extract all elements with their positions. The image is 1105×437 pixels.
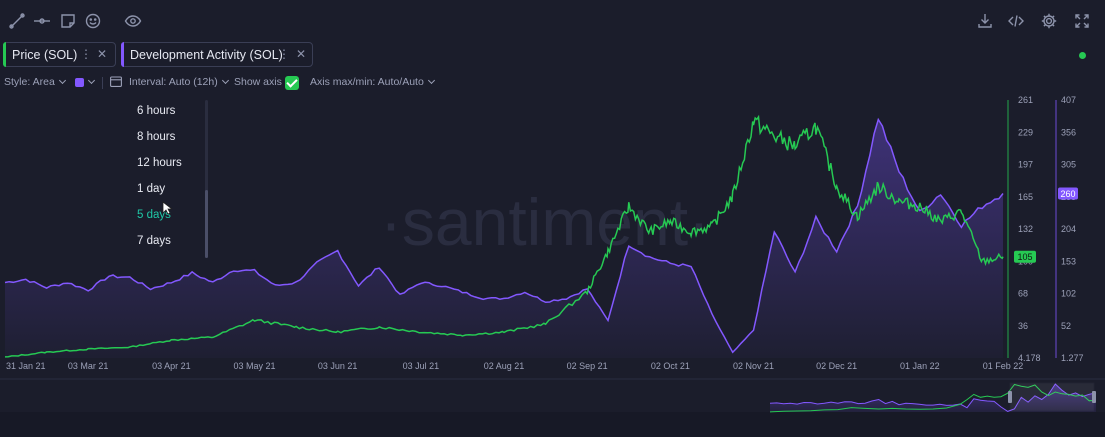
dropdown-scrollbar-track[interactable] bbox=[205, 100, 208, 258]
interval-dropdown: 6 hours 8 hours 12 hours 1 day 5 days 7 … bbox=[126, 98, 210, 260]
x-axis-tick: 02 Sep 21 bbox=[567, 361, 608, 371]
interval-option[interactable]: 6 hours bbox=[137, 105, 176, 117]
metric-tab-label: Development Activity (SOL) bbox=[130, 47, 283, 62]
divider bbox=[102, 77, 103, 89]
x-axis-tick: 03 Apr 21 bbox=[152, 361, 191, 371]
x-axis-tick: 03 Jun 21 bbox=[318, 361, 358, 371]
dev-axis-tick: 356 bbox=[1061, 127, 1076, 137]
download-icon[interactable] bbox=[976, 12, 994, 30]
dev-activity-color-bar bbox=[121, 42, 124, 67]
metric-tab-dev-activity[interactable]: Development Activity (SOL) ⋮ ✕ bbox=[121, 42, 313, 67]
interval-select[interactable]: Interval: Auto (12h) bbox=[129, 76, 229, 88]
dev-axis-tick: 1.277 bbox=[1061, 353, 1084, 363]
navigator-footer bbox=[0, 412, 1105, 437]
x-axis-tick: 03 May 21 bbox=[233, 361, 275, 371]
color-swatch[interactable] bbox=[75, 78, 84, 87]
metric-tab-price[interactable]: Price (SOL) ⋮ ✕ bbox=[3, 42, 116, 67]
toolbar bbox=[0, 0, 1105, 42]
show-axis-checkbox[interactable] bbox=[285, 76, 299, 90]
navigator-handle-right bbox=[1092, 391, 1096, 403]
x-axis-tick: 03 Jul 21 bbox=[403, 361, 440, 371]
price-axis-tick: 197 bbox=[1018, 160, 1033, 170]
navigator-range-window bbox=[1009, 382, 1095, 412]
dev-axis-tick: 102 bbox=[1061, 289, 1076, 299]
navigator-dev-area bbox=[770, 384, 1096, 412]
close-icon[interactable]: ✕ bbox=[296, 47, 307, 61]
note-icon[interactable] bbox=[59, 12, 77, 30]
current-dev-badge bbox=[1058, 187, 1078, 200]
navigator-handle-left bbox=[1008, 391, 1012, 403]
metric-tab-label: Price (SOL) bbox=[12, 47, 78, 62]
dev-axis-tick: 407 bbox=[1061, 95, 1076, 105]
price-axis-tick: 36 bbox=[1018, 321, 1028, 331]
x-axis-tick: 02 Aug 21 bbox=[484, 361, 525, 371]
watermark: ·santiment· bbox=[380, 185, 710, 259]
current-dev-label: 260 bbox=[1060, 189, 1075, 199]
x-axis-tick: 31 Jan 21 bbox=[6, 361, 46, 371]
eye-icon[interactable] bbox=[124, 12, 142, 30]
interval-option[interactable]: 12 hours bbox=[137, 157, 182, 169]
navigator-price-line bbox=[769, 383, 1097, 413]
x-axis-tick: 02 Dec 21 bbox=[816, 361, 857, 371]
price-axis-tick: 229 bbox=[1018, 127, 1033, 137]
navigator-dev-line bbox=[769, 383, 1097, 412]
price-axis-tick: 261 bbox=[1018, 95, 1033, 105]
x-axis-tick: 03 Mar 21 bbox=[68, 361, 109, 371]
horizontal-line-icon[interactable] bbox=[33, 12, 51, 30]
dev-axis-tick: 305 bbox=[1061, 160, 1076, 170]
kebab-menu-icon[interactable]: ⋮ bbox=[80, 47, 92, 61]
emoji-icon[interactable] bbox=[84, 12, 102, 30]
x-axis-tick: 02 Oct 21 bbox=[651, 361, 690, 371]
price-axis-tick: 132 bbox=[1018, 224, 1033, 234]
x-axis-tick: 01 Jan 22 bbox=[900, 361, 940, 371]
x-axis-tick: 01 Feb 22 bbox=[983, 361, 1024, 371]
price-line bbox=[4, 114, 1004, 358]
price-color-bar bbox=[3, 42, 6, 67]
kebab-menu-icon[interactable]: ⋮ bbox=[278, 47, 290, 61]
style-select[interactable]: Style: Area bbox=[4, 76, 66, 88]
dev-axis-tick: 204 bbox=[1061, 224, 1076, 234]
dev-activity-area bbox=[5, 119, 1003, 358]
calendar-icon bbox=[110, 76, 122, 90]
interval-option[interactable]: 7 days bbox=[137, 235, 171, 247]
dropdown-scrollbar-thumb[interactable] bbox=[205, 190, 208, 258]
price-axis-tick: 4.178 bbox=[1018, 353, 1041, 363]
dev-axis-tick: 153 bbox=[1061, 256, 1076, 266]
dev-activity-line bbox=[4, 117, 1004, 354]
line-tool-icon[interactable] bbox=[8, 12, 26, 30]
embed-code-icon[interactable] bbox=[1007, 12, 1025, 30]
dev-axis-tick: 52 bbox=[1061, 321, 1071, 331]
current-price-badge bbox=[1014, 250, 1036, 263]
interval-option-hovered[interactable]: 5 days bbox=[137, 209, 171, 221]
interval-option[interactable]: 1 day bbox=[137, 183, 166, 195]
close-icon[interactable]: ✕ bbox=[97, 47, 108, 61]
fullscreen-icon[interactable] bbox=[1073, 12, 1091, 30]
mouse-pointer-icon bbox=[162, 201, 172, 215]
price-axis-tick: 165 bbox=[1018, 192, 1033, 202]
x-axis-tick: 02 Nov 21 bbox=[733, 361, 774, 371]
show-axis-label: Show axis bbox=[234, 76, 282, 88]
current-price-label: 105 bbox=[1017, 252, 1032, 262]
price-axis-tick: 68 bbox=[1018, 289, 1028, 299]
settings-gear-icon[interactable] bbox=[1040, 12, 1058, 30]
axis-maxmin-select[interactable]: Axis max/min: Auto/Auto bbox=[310, 76, 435, 88]
live-status-dot bbox=[1079, 52, 1086, 59]
interval-option[interactable]: 8 hours bbox=[137, 131, 176, 143]
